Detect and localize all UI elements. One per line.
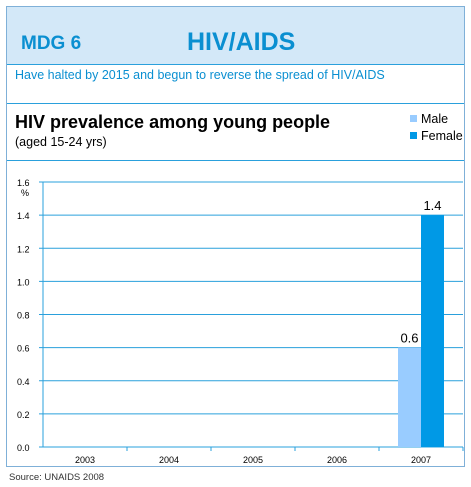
x-tick-label: 2007 xyxy=(411,455,431,465)
y-tick-label: 0.8 xyxy=(17,311,30,321)
bar-female-2007 xyxy=(421,215,444,447)
legend-label-male: Male xyxy=(421,111,449,126)
y-tick-label: 1.2 xyxy=(17,244,30,254)
legend-swatch-female xyxy=(410,132,417,139)
chart-area: 0.0 0.2 0.4 0.6 0.8 1.0 1.2 1.4 1.6% 2003 2004 2005… xyxy=(7,162,464,467)
chart-title: HIV prevalence among young people xyxy=(15,112,331,132)
legend-item-female: Female xyxy=(410,127,463,144)
goal-band: Have halted by 2015 and begun to reverse… xyxy=(7,65,464,104)
y-tick-label: 1.6 xyxy=(17,178,30,188)
legend-label-female: Female xyxy=(421,128,463,143)
y-tick-label: 0.6 xyxy=(17,344,30,354)
x-tick-label: 2005 xyxy=(243,455,263,465)
y-axis-label: % xyxy=(21,188,29,198)
x-tick-label: 2003 xyxy=(75,455,95,465)
data-label: 1.4 xyxy=(423,198,441,213)
y-tick-label: 1.4 xyxy=(17,211,30,221)
x-tick-label: 2006 xyxy=(327,455,347,465)
bar-chart: 0.0 0.2 0.4 0.6 0.8 1.0 1.2 1.4 1.6% 2003 2004 2005… xyxy=(17,178,464,465)
source-note: Source: UNAIDS 2008 xyxy=(9,472,105,483)
bar-male-2007 xyxy=(398,347,421,447)
chart-subtitle: (aged 15-24 yrs) xyxy=(15,135,107,149)
y-tick-label: 0.2 xyxy=(17,410,30,420)
y-tick-label: 1.0 xyxy=(17,277,30,287)
chart-title-band: HIV prevalence among young people (aged … xyxy=(7,104,464,161)
mdg-label: MDG 6 xyxy=(21,33,82,54)
goal-text: Have halted by 2015 and begun to reverse… xyxy=(15,68,385,82)
chart-legend: Male Female xyxy=(410,110,463,144)
mdg-panel: MDG 6 HIV/AIDS Have halted by 2015 and b… xyxy=(6,6,465,467)
data-label: 0.6 xyxy=(400,331,418,346)
legend-swatch-male xyxy=(410,115,417,122)
header-band: MDG 6 HIV/AIDS xyxy=(7,7,464,65)
page-title: HIV/AIDS xyxy=(187,28,296,56)
y-tick-label: 0.4 xyxy=(17,377,30,387)
legend-item-male: Male xyxy=(410,110,463,127)
y-tick-label: 0.0 xyxy=(17,443,30,453)
x-tick-label: 2004 xyxy=(159,455,179,465)
